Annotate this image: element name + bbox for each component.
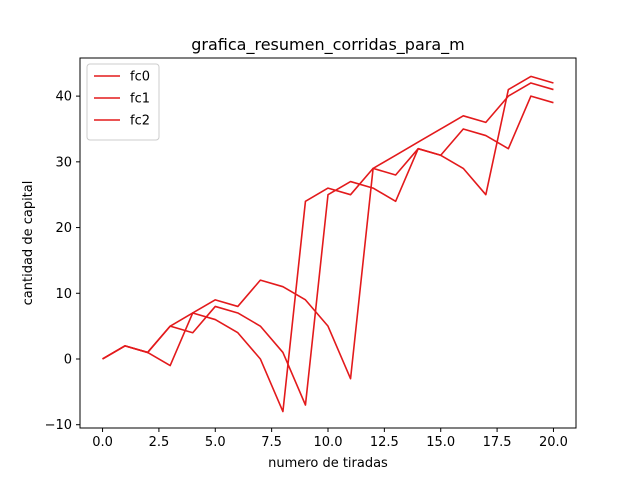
y-tick-label: −10 [45, 418, 72, 433]
chart-title: grafica_resumen_corridas_para_m [191, 35, 464, 55]
y-tick-label: 10 [55, 287, 72, 302]
series-line-fc1 [102, 95, 554, 406]
legend-label-fc1: fc1 [130, 92, 150, 107]
x-axis-ticks: 0.0 2.5 5.0 7.5 10.0 12.5 15.0 17.5 20.0 [92, 428, 568, 450]
x-tick-label: 17.5 [483, 435, 512, 450]
x-tick-label: 15.0 [426, 435, 455, 450]
x-tick-label: 0.0 [92, 435, 113, 450]
series-line-fc0 [102, 82, 554, 413]
x-tick-label: 7.5 [261, 435, 282, 450]
x-tick-label: 2.5 [149, 435, 170, 450]
y-axis-label: cantidad de capital [21, 181, 36, 306]
series-line-fc2 [102, 75, 554, 380]
y-axis-ticks: −10 0 10 20 30 40 [45, 90, 80, 433]
legend-box [86, 63, 160, 141]
x-tick-label: 5.0 [205, 435, 226, 450]
y-tick-label: 30 [55, 155, 72, 170]
y-tick-label: 0 [64, 352, 72, 367]
x-axis-label: numero de tiradas [268, 456, 388, 471]
y-tick-label: 40 [55, 90, 72, 105]
legend: fc0 fc1 fc2 [86, 63, 160, 141]
series-layer [102, 75, 554, 413]
legend-label-fc2: fc2 [130, 114, 150, 129]
x-tick-label: 12.5 [370, 435, 399, 450]
y-tick-label: 20 [55, 221, 72, 236]
x-tick-label: 20.0 [539, 435, 568, 450]
legend-label-fc0: fc0 [130, 70, 150, 85]
x-tick-label: 10.0 [314, 435, 343, 450]
